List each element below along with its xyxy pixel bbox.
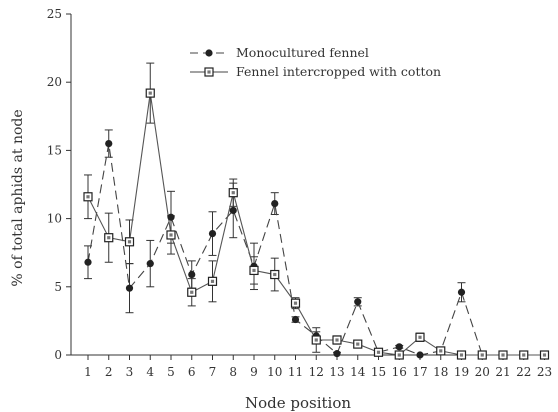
data-point-center-inter <box>190 290 194 294</box>
y-tick-label: 15 <box>47 143 62 157</box>
x-tick-label: 22 <box>516 365 531 379</box>
data-point-mono <box>105 139 113 148</box>
data-point-center-inter <box>107 236 111 240</box>
data-point-center-inter <box>542 353 547 357</box>
data-point-center-inter <box>169 233 173 237</box>
x-tick-label: 7 <box>209 365 217 379</box>
x-tick-label: 11 <box>288 365 303 379</box>
legend-label-mono: Monocultured fennel <box>236 45 369 60</box>
x-tick-label: 21 <box>495 365 510 379</box>
x-tick-label: 23 <box>537 365 552 379</box>
x-tick-label: 13 <box>329 365 344 379</box>
x-tick-label: 14 <box>350 365 366 379</box>
x-tick-label: 5 <box>167 365 175 379</box>
data-point-center-inter <box>439 349 443 353</box>
data-point-center-inter <box>397 353 401 357</box>
data-point-center-inter <box>210 279 215 283</box>
data-point-mono <box>271 199 279 208</box>
x-tick-label: 2 <box>105 365 113 379</box>
legend-marker-mono <box>205 49 213 57</box>
data-point-center-inter <box>418 335 422 339</box>
x-tick-label: 12 <box>309 365 324 379</box>
x-axis-label: Node position <box>245 394 351 412</box>
data-point-center-inter <box>252 268 256 273</box>
legend-marker-center-inter <box>207 70 211 74</box>
x-tick-label: 1 <box>84 365 92 379</box>
x-tick-label: 15 <box>371 365 386 379</box>
data-point-center-inter <box>127 240 132 244</box>
x-tick-label: 4 <box>146 365 154 379</box>
data-point-mono <box>229 206 237 215</box>
data-point-mono <box>291 315 300 324</box>
x-tick-label: 19 <box>454 365 469 379</box>
data-point-center-inter <box>522 353 526 357</box>
data-point-mono <box>167 213 175 221</box>
data-markers <box>83 88 550 360</box>
data-point-mono <box>333 350 341 358</box>
data-point-center-inter <box>501 353 505 357</box>
y-tick-label: 20 <box>47 75 62 89</box>
data-point-mono <box>416 351 424 359</box>
data-point-center-inter <box>480 353 484 357</box>
data-point-mono <box>395 343 403 351</box>
data-point-mono <box>188 270 196 279</box>
y-tick-label: 10 <box>47 212 62 226</box>
x-tick-label: 18 <box>433 365 448 379</box>
legend-label-inter: Fennel intercropped with cotton <box>236 64 441 79</box>
data-point-center-inter <box>273 272 277 277</box>
data-point-center-inter <box>148 91 152 95</box>
error-bars <box>84 62 466 356</box>
x-tick-label: 20 <box>475 365 490 379</box>
x-tick-label: 8 <box>229 365 237 379</box>
data-point-mono <box>146 260 154 268</box>
x-tick-label: 10 <box>267 365 282 379</box>
data-point-mono <box>125 284 134 292</box>
x-tick-label: 9 <box>250 365 258 379</box>
y-tick-label: 0 <box>54 348 62 362</box>
legend: Monocultured fennel Fennel intercropped w… <box>190 45 441 79</box>
data-point-mono <box>84 258 92 266</box>
data-point-mono <box>457 288 466 296</box>
data-point-center-inter <box>356 342 360 346</box>
series-line-mono <box>87 143 545 356</box>
data-point-center-inter <box>293 301 298 305</box>
series-line-inter <box>87 93 545 356</box>
data-point-center-inter <box>376 350 381 354</box>
series-lines <box>87 93 545 356</box>
data-point-mono <box>354 298 362 306</box>
x-tick-label: 17 <box>412 365 427 379</box>
y-axis-label: % of total aphids at node <box>10 109 26 286</box>
x-tick-label: 16 <box>392 365 407 379</box>
data-point-center-inter <box>314 338 318 342</box>
data-point-center-inter <box>231 191 235 195</box>
data-point-center-inter <box>335 338 339 342</box>
x-tick-label: 6 <box>188 365 196 379</box>
data-point-center-inter <box>459 353 464 357</box>
y-tick-label: 25 <box>47 7 62 21</box>
x-tick-label: 3 <box>126 365 134 379</box>
data-point-center-inter <box>86 195 90 199</box>
data-point-mono <box>208 230 217 238</box>
y-tick-label: 5 <box>54 280 62 294</box>
